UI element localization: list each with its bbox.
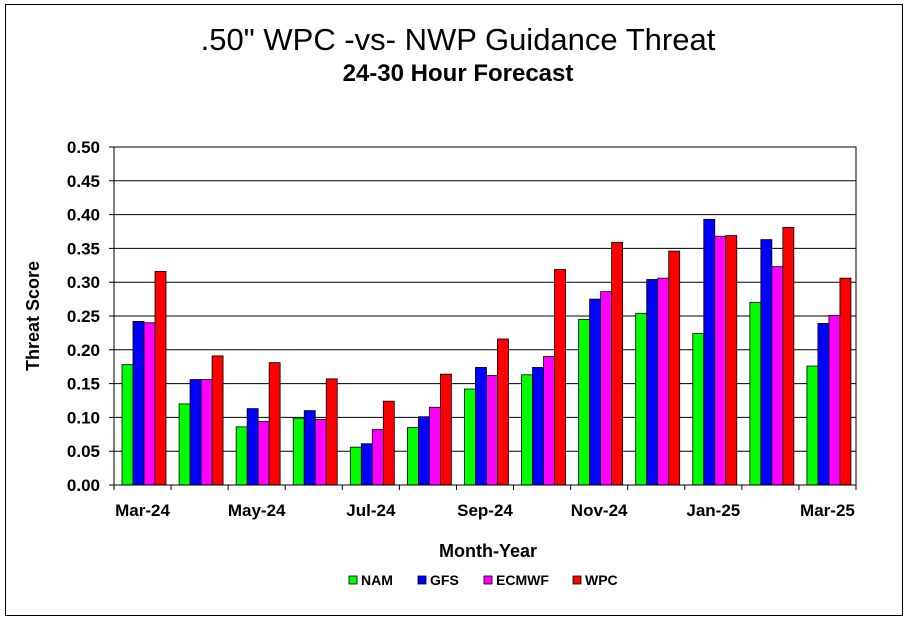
bar-ecmwf-mar-24 xyxy=(143,322,156,486)
x-tick-label: May-24 xyxy=(228,501,286,520)
bar-wpc-jan-25 xyxy=(725,235,738,486)
y-tick-label: 0.40 xyxy=(67,206,100,225)
bar-wpc-may-24 xyxy=(268,362,281,486)
x-tick-label: Nov-24 xyxy=(571,501,628,520)
legend-label-ecmwf: ECMWF xyxy=(496,572,549,588)
bar-ecmwf-apr-24 xyxy=(200,379,213,486)
y-tick-label: 0.15 xyxy=(67,375,100,394)
bar-nam-may-24 xyxy=(235,426,248,486)
legend-swatch-wpc xyxy=(572,575,582,585)
y-tick-label: 0.35 xyxy=(67,239,100,258)
bar-ecmwf-nov-24 xyxy=(600,291,613,486)
chart-frame xyxy=(5,4,903,616)
bar-wpc-jul-24 xyxy=(382,400,395,486)
bar-ecmwf-mar-25 xyxy=(828,314,841,486)
chart-title: .50" WPC -vs- NWP Guidance Threat xyxy=(201,22,716,57)
bar-gfs-oct-24 xyxy=(532,366,544,486)
bar-wpc-feb-25 xyxy=(782,227,795,486)
x-tick-label: Jan-25 xyxy=(686,501,740,520)
bar-gfs-apr-24 xyxy=(189,379,202,486)
bar-gfs-aug-24 xyxy=(417,416,430,486)
bar-nam-mar-25 xyxy=(806,365,819,486)
y-tick-label: 0.20 xyxy=(67,341,100,360)
bar-gfs-sep-24 xyxy=(475,366,487,486)
bar-nam-aug-24 xyxy=(406,427,419,486)
y-tick-label: 0.30 xyxy=(67,273,100,292)
bar-gfs-mar-24 xyxy=(132,321,145,486)
bar-wpc-sep-24 xyxy=(497,338,509,486)
bar-ecmwf-feb-25 xyxy=(771,266,784,486)
legend-swatch-nam xyxy=(348,575,358,585)
bar-wpc-mar-25 xyxy=(839,277,852,486)
bar-nam-oct-24 xyxy=(521,374,533,486)
y-tick-label: 0.00 xyxy=(67,476,100,495)
bar-ecmwf-jun-24 xyxy=(314,419,327,486)
bar-wpc-aug-24 xyxy=(439,373,452,486)
bar-nam-dec-24 xyxy=(635,312,648,486)
bar-wpc-oct-24 xyxy=(554,268,566,486)
bar-ecmwf-jul-24 xyxy=(371,429,384,486)
legend-label-wpc: WPC xyxy=(585,572,618,588)
bar-gfs-jun-24 xyxy=(303,410,316,486)
axes xyxy=(109,146,857,490)
bar-gfs-mar-25 xyxy=(817,323,830,486)
bar-nam-jan-25 xyxy=(692,333,705,486)
y-tick-label: 0.25 xyxy=(67,307,100,326)
bars xyxy=(121,218,852,486)
bar-ecmwf-dec-24 xyxy=(657,277,670,486)
bar-nam-feb-25 xyxy=(749,302,762,486)
bar-nam-jun-24 xyxy=(292,417,305,486)
bar-wpc-mar-24 xyxy=(154,270,167,486)
y-tick-label: 0.10 xyxy=(67,408,100,427)
x-axis-label: Month-Year xyxy=(439,541,537,561)
bar-wpc-dec-24 xyxy=(668,250,681,486)
bar-ecmwf-jan-25 xyxy=(714,235,727,486)
bar-nam-jul-24 xyxy=(349,446,362,486)
bar-ecmwf-sep-24 xyxy=(486,375,498,486)
bar-wpc-nov-24 xyxy=(611,241,624,486)
bar-gfs-dec-24 xyxy=(646,279,659,486)
y-tick-label: 0.45 xyxy=(67,172,100,191)
bar-nam-nov-24 xyxy=(578,318,591,486)
y-tick-label: 0.05 xyxy=(67,442,100,461)
chart-subtitle: 24-30 Hour Forecast xyxy=(343,60,574,87)
y-tick-label: 0.50 xyxy=(67,138,100,157)
x-tick-label: Mar-25 xyxy=(800,501,855,520)
legend-label-gfs: GFS xyxy=(430,572,459,588)
y-axis-label: Threat Score xyxy=(23,261,43,371)
bar-wpc-apr-24 xyxy=(211,355,224,486)
y-tick-labels: 0.00 0.05 0.10 0.15 0.20 0.25 0.30 0.35 0.40 0.45… xyxy=(67,138,100,495)
bar-gfs-may-24 xyxy=(246,408,259,486)
bar-ecmwf-may-24 xyxy=(257,421,270,486)
legend-label-nam: NAM xyxy=(361,572,393,588)
bar-wpc-jun-24 xyxy=(325,378,338,486)
bar-nam-mar-24 xyxy=(121,364,134,486)
bar-gfs-feb-25 xyxy=(760,239,773,486)
bar-ecmwf-aug-24 xyxy=(428,406,441,486)
x-tick-label: Mar-24 xyxy=(115,501,170,520)
x-tick-label: Jul-24 xyxy=(346,501,396,520)
legend-swatch-ecmwf xyxy=(483,575,493,585)
bar-ecmwf-oct-24 xyxy=(543,356,555,486)
bar-nam-apr-24 xyxy=(178,403,191,486)
x-tick-label: Sep-24 xyxy=(457,501,513,520)
x-tick-labels: Mar-24 May-24 Jul-24 Sep-24 Nov-24 Jan-25 Mar-… xyxy=(115,501,855,520)
legend: NAM GFS ECMWF WPC xyxy=(348,572,618,588)
legend-swatch-gfs xyxy=(417,575,427,585)
bar-gfs-jan-25 xyxy=(703,218,716,486)
bar-gfs-jul-24 xyxy=(360,443,373,486)
bar-nam-sep-24 xyxy=(464,388,476,486)
bar-gfs-nov-24 xyxy=(589,298,602,486)
